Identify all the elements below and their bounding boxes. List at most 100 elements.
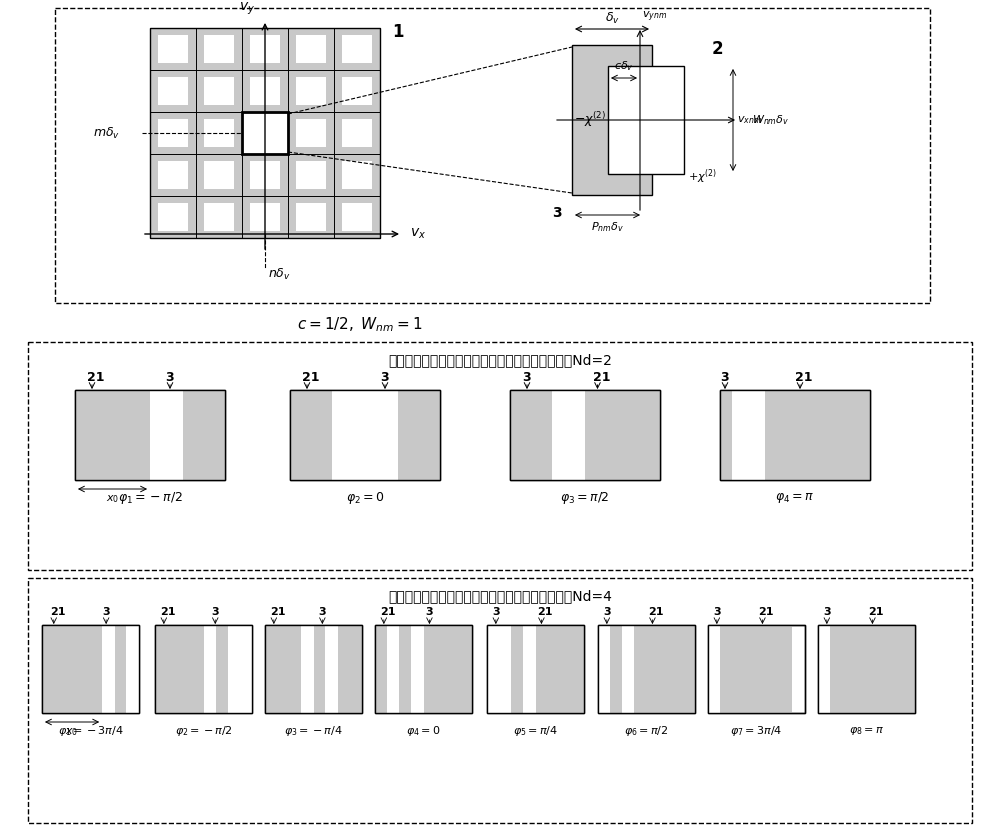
Text: $\varphi_3=\pi/2$: $\varphi_3=\pi/2$ — [560, 490, 610, 506]
Text: $x_0$: $x_0$ — [106, 493, 119, 505]
Bar — [265, 625, 362, 713]
Text: 21: 21 — [868, 607, 884, 617]
Bar — [818, 625, 915, 713]
Bar — [536, 625, 547, 713]
Text: 21: 21 — [270, 607, 285, 617]
Text: $c\delta_v$: $c\delta_v$ — [614, 59, 634, 73]
Bar — [42, 625, 139, 713]
Bar — [552, 390, 585, 480]
Text: 21: 21 — [758, 607, 774, 617]
Bar — [634, 625, 646, 713]
Bar — [342, 119, 372, 147]
Bar — [598, 625, 610, 713]
Text: $\varphi_2=-\pi/2$: $\varphi_2=-\pi/2$ — [175, 724, 232, 738]
Bar — [102, 625, 115, 713]
Bar — [598, 625, 695, 713]
Bar — [228, 625, 252, 713]
Bar — [126, 625, 139, 713]
Text: 21: 21 — [87, 371, 104, 383]
Bar — [622, 625, 634, 713]
Bar — [399, 625, 411, 713]
Text: $\varphi_5=\pi/4$: $\varphi_5=\pi/4$ — [513, 724, 558, 738]
Text: $\delta_v$: $\delta_v$ — [605, 11, 619, 26]
Bar — [610, 625, 622, 713]
Text: 非线性衍射基本单元模块中反转铁电畴单元的个数Nd=4: 非线性衍射基本单元模块中反转铁电畴单元的个数Nd=4 — [388, 589, 612, 603]
Bar — [250, 119, 280, 147]
Text: $\varphi_7=3\pi/4$: $\varphi_7=3\pi/4$ — [730, 724, 783, 738]
Text: $v_{xnm}$: $v_{xnm}$ — [737, 114, 763, 126]
Bar — [342, 203, 372, 231]
Bar — [375, 625, 387, 713]
Bar — [158, 35, 188, 63]
Bar — [375, 625, 472, 713]
Text: $-\chi^{(2)}$: $-\chi^{(2)}$ — [574, 111, 606, 129]
Bar — [158, 203, 188, 231]
Bar — [598, 625, 695, 713]
Bar — [42, 625, 102, 713]
Text: 21: 21 — [592, 371, 610, 383]
Bar — [290, 390, 332, 480]
Text: 3: 3 — [211, 607, 219, 617]
Text: 3: 3 — [425, 607, 433, 617]
Text: 21: 21 — [160, 607, 175, 617]
Text: $x_0$: $x_0$ — [65, 726, 79, 738]
Bar — [265, 625, 362, 713]
Bar — [732, 625, 792, 713]
Bar — [510, 390, 552, 480]
Text: 3: 3 — [552, 206, 562, 220]
Bar — [387, 625, 399, 713]
Text: 21: 21 — [795, 371, 812, 383]
Bar — [265, 625, 301, 713]
Bar — [155, 625, 204, 713]
Text: 3: 3 — [492, 607, 499, 617]
Bar — [720, 390, 870, 480]
Text: 3: 3 — [380, 371, 389, 383]
Text: $\varphi_8=\pi$: $\varphi_8=\pi$ — [849, 725, 884, 737]
Text: $P_{nm}\delta_v$: $P_{nm}\delta_v$ — [591, 220, 624, 234]
Bar — [646, 625, 695, 713]
Bar — [250, 161, 280, 189]
Bar — [250, 203, 280, 231]
Bar — [487, 625, 584, 713]
Bar — [75, 390, 150, 480]
Bar — [830, 625, 915, 713]
Text: 3: 3 — [603, 607, 610, 617]
Bar — [411, 625, 424, 713]
Bar — [720, 390, 732, 480]
Text: $\varphi_1=-3\pi/4$: $\varphi_1=-3\pi/4$ — [58, 724, 123, 738]
Text: $\varphi_6=\pi/2$: $\varphi_6=\pi/2$ — [624, 724, 669, 738]
Text: $m\delta_v$: $m\delta_v$ — [93, 126, 120, 141]
Bar — [115, 625, 126, 713]
Bar — [511, 625, 523, 713]
Text: 2: 2 — [711, 40, 723, 58]
Text: 3: 3 — [318, 607, 326, 617]
Bar — [75, 390, 225, 480]
Bar — [732, 390, 765, 480]
Text: $v_x$: $v_x$ — [410, 227, 426, 242]
Bar — [510, 390, 660, 480]
Bar — [398, 390, 440, 480]
Bar — [720, 625, 732, 713]
Text: $\varphi_1=-\pi/2$: $\varphi_1=-\pi/2$ — [118, 490, 182, 506]
Bar — [55, 8, 930, 303]
Bar — [487, 625, 584, 713]
Bar — [204, 161, 234, 189]
Bar — [720, 390, 870, 480]
Bar — [155, 625, 252, 713]
Bar — [585, 390, 660, 480]
Bar — [487, 625, 511, 713]
Text: 3: 3 — [823, 607, 830, 617]
Bar — [296, 203, 326, 231]
Bar — [523, 625, 536, 713]
Bar — [158, 161, 188, 189]
Bar — [342, 77, 372, 105]
Bar — [204, 119, 234, 147]
Bar — [436, 625, 472, 713]
Bar — [150, 28, 380, 238]
Bar — [204, 203, 234, 231]
Text: $v_y$: $v_y$ — [239, 1, 255, 17]
Bar — [342, 35, 372, 63]
Bar — [28, 578, 972, 823]
Text: 21: 21 — [302, 371, 320, 383]
Bar — [572, 45, 652, 195]
